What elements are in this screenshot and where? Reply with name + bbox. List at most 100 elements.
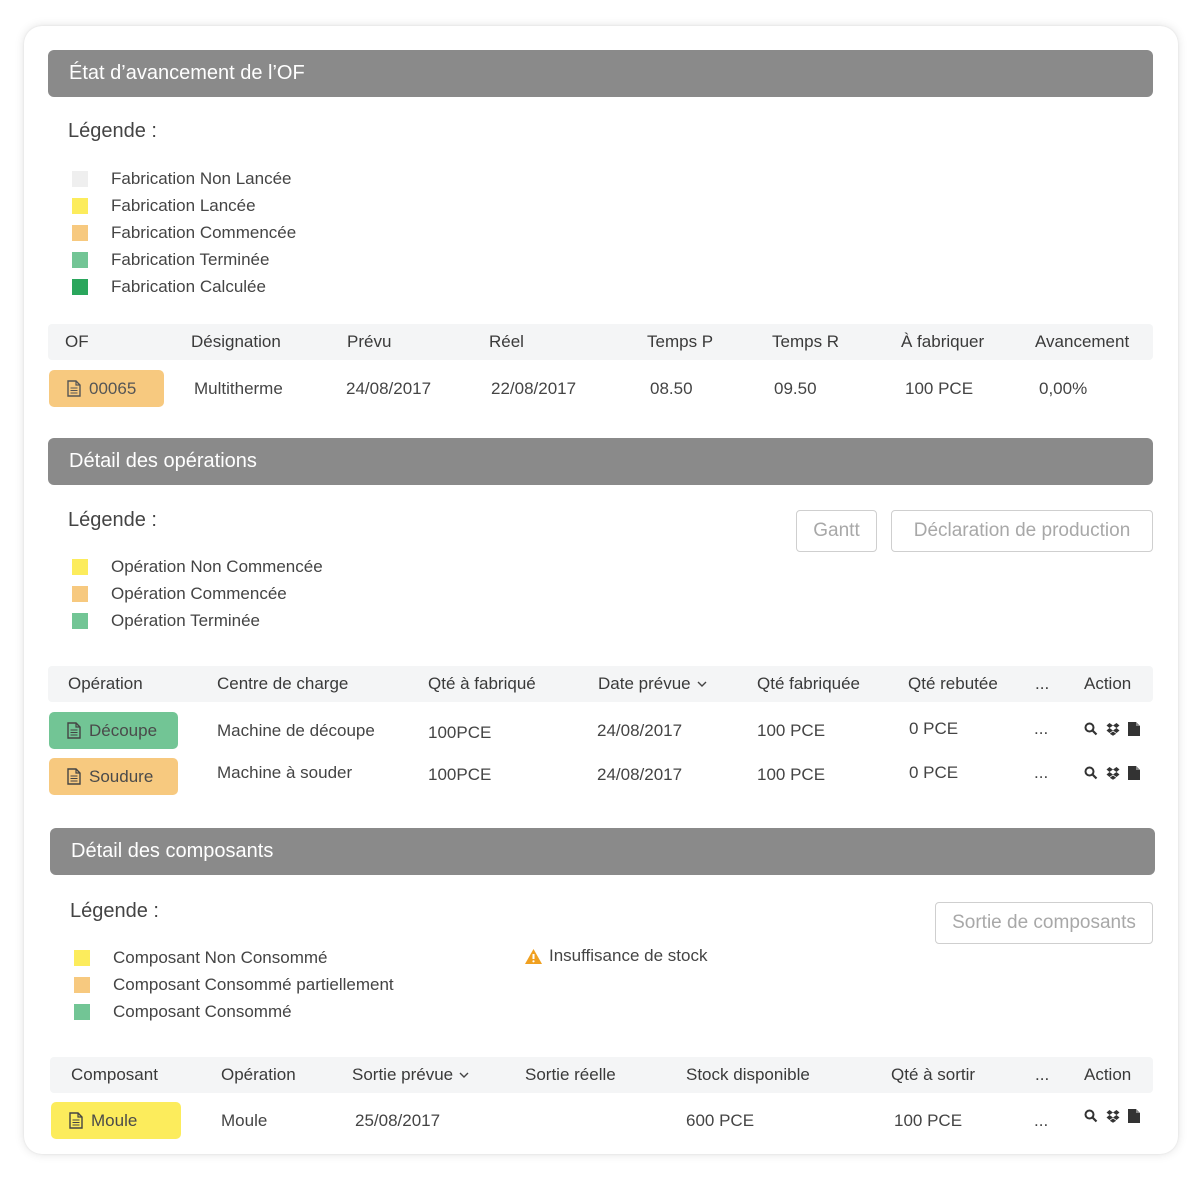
document-icon <box>67 380 81 397</box>
legend-label: Composant Non Consommé <box>113 947 328 967</box>
component-label: Moule <box>91 1110 138 1130</box>
legend-swatch <box>72 224 88 241</box>
col-avancement[interactable]: Avancement <box>1035 332 1130 351</box>
legend-swatch <box>72 558 88 575</box>
legend-list-of: Fabrication Non Lancée Fabrication Lancé… <box>72 165 296 300</box>
search-icon[interactable] <box>1084 766 1098 780</box>
col-more[interactable]: ... <box>1035 1065 1050 1084</box>
col-sortie-reelle[interactable]: Sortie réelle <box>525 1065 616 1084</box>
components-table-header: Composant Opération Sortie prévue Sortie… <box>50 1057 1153 1093</box>
operation-qte-fabriquee: 100 PCE <box>757 721 826 740</box>
search-icon[interactable] <box>1084 722 1098 736</box>
col-designation[interactable]: Désignation <box>191 332 281 351</box>
sortie-de-composants-button[interactable]: Sortie de composants <box>935 902 1153 944</box>
operation-more[interactable]: ... <box>1034 719 1049 738</box>
declaration-production-button[interactable]: Déclaration de production <box>891 510 1153 552</box>
operation-centre: Machine à souder <box>217 763 353 782</box>
file-icon[interactable] <box>1128 766 1140 780</box>
operation-qte-fabriquee: 100 PCE <box>757 765 826 784</box>
component-stock: 600 PCE <box>686 1111 755 1130</box>
of-prevu: 24/08/2017 <box>346 379 432 398</box>
legend-label: Fabrication Lancée <box>111 195 256 215</box>
legend-label: Fabrication Non Lancée <box>111 168 292 188</box>
legend-label: Composant Consommé partiellement <box>113 974 394 994</box>
col-composant[interactable]: Composant <box>71 1065 158 1084</box>
of-temps-r: 09.50 <box>774 379 817 398</box>
operation-more[interactable]: ... <box>1034 763 1049 782</box>
section-title-operations: Détail des opérations <box>69 450 257 472</box>
col-more[interactable]: ... <box>1035 674 1050 693</box>
col-qte-a-sortir[interactable]: Qté à sortir <box>891 1065 976 1084</box>
legend-title-of: Légende : <box>68 120 157 142</box>
section-title-components: Détail des composants <box>71 840 274 862</box>
legend-swatch <box>72 278 88 295</box>
col-qte-a-fabriquer[interactable]: Qté à fabriqué <box>428 674 536 693</box>
of-table-header: OF Désignation Prévu Réel Temps P Temps … <box>48 324 1153 360</box>
dropbox-icon[interactable] <box>1106 766 1120 780</box>
warning-icon <box>525 948 542 964</box>
operation-actions <box>1084 766 1140 780</box>
col-stock-disponible[interactable]: Stock disponible <box>686 1065 810 1084</box>
col-operation[interactable]: Opération <box>221 1065 296 1084</box>
legend-label: Fabrication Terminée <box>111 249 270 269</box>
col-action[interactable]: Action <box>1084 674 1132 693</box>
col-qte-fabriquee[interactable]: Qté fabriquée <box>757 674 861 693</box>
col-reel[interactable]: Réel <box>489 332 524 351</box>
legend-item: Composant Consommé <box>74 998 394 1025</box>
legend-swatch <box>74 949 90 966</box>
col-temps-p[interactable]: Temps P <box>647 332 714 351</box>
legend-swatch <box>72 197 88 214</box>
legend-item: Fabrication Lancée <box>72 192 296 219</box>
col-centre-de-charge[interactable]: Centre de charge <box>217 674 349 693</box>
col-operation[interactable]: Opération <box>68 674 143 693</box>
of-designation: Multitherme <box>194 379 283 398</box>
warning-label: Insuffisance de stock <box>549 946 708 965</box>
component-chip-moule[interactable]: Moule <box>51 1102 181 1139</box>
legend-swatch <box>74 1003 90 1020</box>
dropbox-icon[interactable] <box>1106 722 1120 736</box>
legend-list-components: Composant Non Consommé Composant Consomm… <box>74 944 394 1025</box>
col-qte-rebutee[interactable]: Qté rebutée <box>908 674 998 693</box>
col-date-prevue-label: Date prévue <box>598 674 691 693</box>
legend-title-operations: Légende : <box>68 509 157 531</box>
section-header-components: Détail des composants <box>50 828 1155 875</box>
col-a-fabriquer[interactable]: À fabriquer <box>901 332 985 351</box>
component-qte-a-sortir: 100 PCE <box>894 1111 963 1130</box>
dropbox-icon[interactable] <box>1106 1109 1120 1123</box>
legend-swatch <box>72 170 88 187</box>
of-reel: 22/08/2017 <box>491 379 577 398</box>
file-icon[interactable] <box>1128 722 1140 736</box>
operation-actions <box>1084 722 1140 736</box>
col-action[interactable]: Action <box>1084 1065 1132 1084</box>
component-sortie-prevue: 25/08/2017 <box>355 1111 441 1130</box>
legend-item: Composant Non Consommé <box>74 944 394 971</box>
legend-swatch <box>72 251 88 268</box>
document-icon <box>69 1112 83 1129</box>
operation-qte-rebutee: 0 PCE <box>909 763 959 782</box>
of-number-chip[interactable]: 00065 <box>49 370 164 407</box>
component-more[interactable]: ... <box>1034 1111 1049 1130</box>
legend-label: Fabrication Calculée <box>111 276 266 296</box>
col-prevu[interactable]: Prévu <box>347 332 392 351</box>
legend-label: Opération Terminée <box>111 610 260 630</box>
operation-label: Soudure <box>89 766 154 786</box>
file-icon[interactable] <box>1128 1109 1140 1123</box>
search-icon[interactable] <box>1084 1109 1098 1123</box>
col-sortie-prevue[interactable]: Sortie prévue <box>352 1057 469 1093</box>
of-number: 00065 <box>89 378 137 398</box>
section-header-operations: Détail des opérations <box>48 438 1153 485</box>
legend-label: Opération Non Commencée <box>111 556 323 576</box>
gantt-button[interactable]: Gantt <box>796 510 877 552</box>
col-of[interactable]: OF <box>65 332 89 351</box>
col-temps-r[interactable]: Temps R <box>772 332 840 351</box>
operation-qte-a-fabriquer: 100PCE <box>428 765 492 784</box>
of-avancement: 0,00% <box>1039 379 1088 398</box>
operation-chip-soudure[interactable]: Soudure <box>49 758 178 795</box>
operation-qte-a-fabriquer: 100PCE <box>428 723 492 742</box>
col-date-prevue[interactable]: Date prévue <box>598 666 707 702</box>
legend-label: Composant Consommé <box>113 1001 292 1021</box>
operation-date-prevue: 24/08/2017 <box>597 721 683 740</box>
legend-swatch <box>72 612 88 629</box>
operation-chip-decoupe[interactable]: Découpe <box>49 712 178 749</box>
legend-swatch <box>72 585 88 602</box>
